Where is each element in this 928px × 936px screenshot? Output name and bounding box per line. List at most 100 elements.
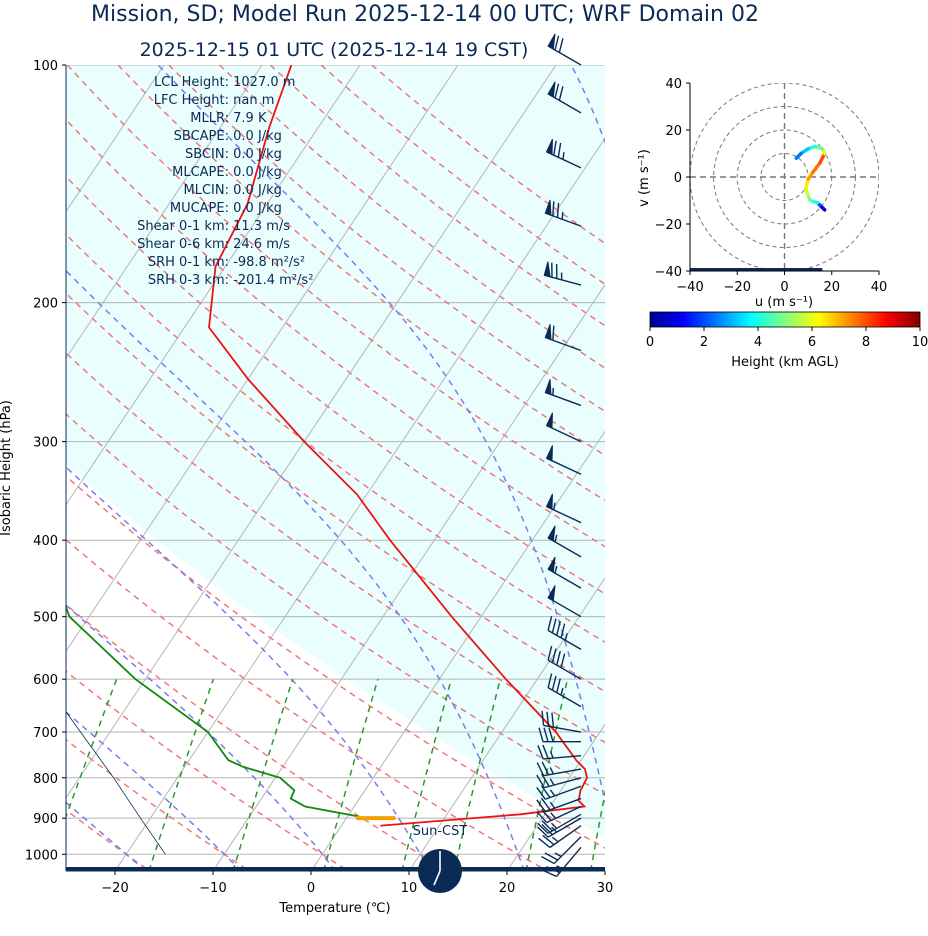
wind-barb	[536, 797, 582, 813]
wind-barb	[545, 138, 582, 169]
clock-label: Sun-CST	[413, 824, 468, 839]
hodograph-segment	[794, 151, 803, 160]
wind-barb	[547, 81, 582, 114]
colorbar-ticks: 0 2 4 6 8 10	[646, 327, 928, 350]
dry-adiabat	[117, 65, 605, 457]
y-tick-label: 100	[33, 59, 58, 74]
hodo-x-tick-label: 40	[871, 280, 888, 295]
wind-barb	[536, 785, 582, 800]
hodograph-ticks: −40 −20 0 20 40 −40 −20 0 20 40	[655, 77, 888, 295]
y-tick-label: 700	[33, 726, 58, 741]
stat-line: Shear 0-6 km: 24.6 m/s	[137, 237, 290, 252]
hodo-x-tick-label: −20	[724, 280, 751, 295]
wind-barb	[547, 673, 582, 708]
isotherm	[66, 65, 459, 653]
hodo-x-tick-label: 0	[780, 280, 788, 295]
skewt-x-axis-label: Temperature (℃)	[278, 901, 390, 916]
isotherm	[408, 577, 605, 871]
dry-adiabat	[66, 65, 605, 502]
colorbar-tick-label: 6	[808, 335, 816, 350]
stat-line: SRH 0-3 km: -201.4 m²/s²	[148, 273, 314, 288]
isotherm	[604, 870, 605, 871]
colorbar-tick-label: 8	[862, 335, 870, 350]
wind-barbs	[536, 33, 582, 878]
height-colorbar: 0 2 4 6 8 10 Height (km AGL)	[646, 311, 928, 370]
wind-barb	[547, 645, 582, 680]
hodo-x-tick-label: 20	[823, 280, 840, 295]
wind-barb	[541, 836, 582, 865]
stat-line: SBCIN: 0.0 J/kg	[185, 147, 282, 162]
wind-barb	[544, 324, 582, 352]
dry-adiabat	[66, 670, 350, 871]
figure-subtitle: 2025-12-15 01 UTC (2025-12-14 19 CST)	[140, 39, 529, 61]
mixing-ratio-line	[148, 678, 215, 871]
hodograph-segment	[811, 161, 822, 175]
hodograph: −40 −20 0 20 40 −40 −20 0 20 40 u (m s⁻¹) v (m s⁻…	[637, 77, 887, 310]
colorbar-tick-label: 0	[646, 335, 654, 350]
shaded-region	[66, 65, 605, 838]
hodo-y-tick-label: 40	[665, 77, 682, 92]
stat-line: MLCAPE: 0.0 J/kg	[172, 165, 282, 180]
stat-line: MUCAPE: 0.0 J/kg	[170, 201, 282, 216]
hodo-y-tick-label: −20	[655, 218, 682, 233]
mixing-ratio-line	[638, 679, 672, 871]
dry-adiabat	[168, 65, 605, 413]
clock-hour-hand	[433, 870, 441, 886]
stat-line: MLLR: 7.9 K	[190, 111, 267, 126]
hodo-x-tick-label: −40	[676, 280, 703, 295]
y-tick-label: 400	[33, 534, 58, 549]
skewt-diagram: Temperature (℃) Isobaric Height (hPa) −2…	[0, 33, 672, 916]
skewt-y-axis-label: Isobaric Height (hPa)	[0, 400, 14, 536]
wind-barb	[544, 379, 582, 407]
surface-bar	[66, 867, 605, 871]
y-tick-label: 500	[33, 611, 58, 626]
skewt-y-ticks: 100 200 300 400 500 600 700 800 900 1000	[25, 59, 66, 863]
colorbar-tick-label: 4	[754, 335, 762, 350]
clock-glyph: Sun-CST	[413, 824, 468, 893]
mixing-ratio-line	[589, 789, 605, 871]
wind-barb	[537, 744, 582, 760]
hodo-y-tick-label: 0	[674, 171, 682, 186]
wind-barb	[547, 616, 582, 650]
stat-line: MLCIN: 0.0 J/kg	[184, 183, 282, 198]
y-tick-label: 300	[33, 436, 58, 451]
isotherm	[506, 723, 605, 871]
isotherm	[66, 65, 263, 359]
wind-barb	[538, 825, 582, 849]
hodograph-base-bar	[690, 268, 823, 271]
x-tick-label: 0	[307, 881, 315, 896]
dry-adiabat	[66, 538, 548, 871]
stat-line: LCL Height: 1027.0 m	[154, 75, 295, 90]
figure-title: Mission, SD; Model Run 2025-12-14 00 UTC…	[91, 2, 759, 27]
hodo-y-tick-label: 20	[665, 124, 682, 139]
moist-adiabat	[66, 604, 337, 871]
wind-barb	[547, 33, 582, 66]
colorbar-tick-label: 2	[700, 335, 708, 350]
isotherm	[114, 137, 605, 871]
skewt-plot-area	[66, 65, 672, 871]
mixing-ratio-line	[525, 679, 569, 871]
y-tick-label: 1000	[25, 848, 58, 863]
y-tick-label: 600	[33, 673, 58, 688]
wind-barb	[544, 199, 582, 227]
hodograph-segment	[818, 151, 827, 165]
parcel-profile	[66, 711, 166, 855]
y-tick-label: 800	[33, 772, 58, 787]
mixing-ratio-line	[401, 679, 453, 871]
stat-line: Shear 0-1 km: 11.3 m/s	[137, 219, 290, 234]
hodograph-x-axis-label: u (m s⁻¹)	[755, 295, 813, 310]
moist-adiabat	[66, 801, 146, 871]
dewpoint-profile	[66, 604, 358, 818]
dry-adiabat	[66, 603, 449, 871]
x-tick-label: −20	[101, 881, 128, 896]
wind-barb	[545, 445, 582, 475]
wind-barb	[545, 493, 582, 524]
sounding-stats: LCL Height: 1027.0 m LFC Height: nan m MLL…	[137, 75, 313, 288]
mixing-ratio-line	[322, 678, 379, 871]
y-tick-label: 900	[33, 812, 58, 827]
wind-barb	[538, 727, 581, 743]
colorbar-tick-label: 10	[912, 335, 928, 350]
x-tick-label: 10	[401, 881, 418, 896]
colorbar-gradient	[649, 311, 921, 328]
wind-barb	[541, 710, 582, 733]
